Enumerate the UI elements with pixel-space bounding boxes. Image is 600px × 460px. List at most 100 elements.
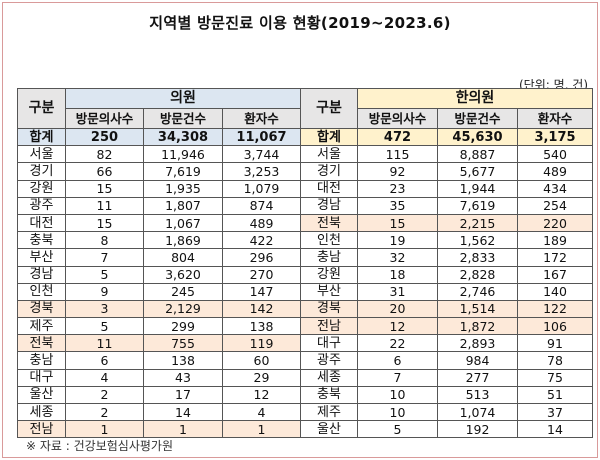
column-header: 방문건수 [437,108,518,129]
table-row: 경기 92 5,677 489 [300,162,593,181]
value-cell: 422 [222,231,301,250]
total-cell: 34,308 [143,127,223,147]
value-cell: 10 [357,385,438,405]
value-cell: 138 [143,351,223,370]
value-cell: 138 [222,317,301,336]
value-cell: 513 [437,385,518,405]
table-row: 제주 10 1,074 37 [300,402,593,422]
value-cell: 1,872 [437,317,518,336]
table-row: 전남 1 1 1 [17,420,301,439]
table-row: 울산 2 17 12 [17,385,301,405]
value-cell: 43 [143,368,223,387]
value-cell: 489 [517,162,593,181]
value-cell: 142 [222,299,301,319]
value-cell: 14 [143,402,223,422]
total-cell: 11,067 [222,127,301,147]
value-cell: 119 [222,334,301,353]
region-cell: 대전 [17,213,66,233]
value-cell: 254 [517,196,593,215]
value-cell: 92 [357,162,438,181]
region-cell: 부산 [17,248,66,267]
group-header: 의원 [65,88,301,109]
total-row: 합계 472 45,630 3,175 [300,127,593,147]
table-row: 부산 7 804 296 [17,248,301,267]
value-cell: 1,562 [437,231,518,250]
table-row: 서울 82 11,946 3,744 [17,145,301,164]
column-header: 방문건수 [143,108,223,129]
table-row: 충북 8 1,869 422 [17,231,301,250]
value-cell: 192 [437,420,518,439]
value-cell: 2,828 [437,265,518,284]
table-row: 전북 15 2,215 220 [300,213,593,233]
value-cell: 14 [517,420,593,439]
clinic-table: 구분 의원 방문의사수 방문건수 환자수 합계 250 34,308 11,06… [17,88,301,439]
value-cell: 2 [65,402,144,422]
region-cell: 경기 [17,162,66,181]
region-cell: 대구 [300,334,358,353]
value-cell: 1,944 [437,179,518,198]
value-cell: 434 [517,179,593,198]
value-cell: 19 [357,231,438,250]
value-cell: 17 [143,385,223,405]
value-cell: 5 [65,317,144,336]
table-row: 강원 15 1,935 1,079 [17,179,301,198]
value-cell: 15 [357,213,438,233]
value-cell: 245 [143,282,223,301]
region-cell: 세종 [17,402,66,422]
value-cell: 804 [143,248,223,267]
value-cell: 1,079 [222,179,301,198]
region-cell: 충북 [300,385,358,405]
region-cell: 경북 [17,299,66,319]
region-cell: 광주 [300,351,358,370]
value-cell: 9 [65,282,144,301]
value-cell: 2,833 [437,248,518,267]
group-header: 한의원 [357,88,593,109]
table-row: 대전 15 1,067 489 [17,213,301,233]
table-row: 충남 6 138 60 [17,351,301,370]
total-label: 합계 [300,127,358,147]
value-cell: 220 [517,213,593,233]
value-cell: 540 [517,145,593,164]
region-cell: 경기 [300,162,358,181]
table-row: 강원 18 2,828 167 [300,265,593,284]
value-cell: 15 [65,213,144,233]
value-cell: 7 [65,248,144,267]
region-cell: 세종 [300,368,358,387]
value-cell: 4 [222,402,301,422]
total-cell: 45,630 [437,127,518,147]
value-cell: 4 [65,368,144,387]
table-row: 부산 31 2,746 140 [300,282,593,301]
value-cell: 755 [143,334,223,353]
region-cell: 전북 [17,334,66,353]
value-cell: 1,869 [143,231,223,250]
value-cell: 82 [65,145,144,164]
value-cell: 6 [357,351,438,370]
table-row: 충남 32 2,833 172 [300,248,593,267]
value-cell: 874 [222,196,301,215]
region-cell: 전남 [17,420,66,439]
region-cell: 충남 [17,351,66,370]
value-cell: 78 [517,351,593,370]
value-cell: 1,935 [143,179,223,198]
region-cell: 울산 [17,385,66,405]
value-cell: 277 [437,368,518,387]
table-row: 인천 9 245 147 [17,282,301,301]
region-cell: 충남 [300,248,358,267]
table-row: 대전 23 1,944 434 [300,179,593,198]
region-cell: 서울 [17,145,66,164]
total-label: 합계 [17,127,66,147]
region-cell: 인천 [17,282,66,301]
value-cell: 10 [357,402,438,422]
value-cell: 147 [222,282,301,301]
value-cell: 3,620 [143,265,223,284]
value-cell: 18 [357,265,438,284]
table-row: 대구 4 43 29 [17,368,301,387]
value-cell: 60 [222,351,301,370]
region-cell: 부산 [300,282,358,301]
value-cell: 1,067 [143,213,223,233]
region-cell: 강원 [17,179,66,198]
value-cell: 270 [222,265,301,284]
value-cell: 91 [517,334,593,353]
value-cell: 22 [357,334,438,353]
value-cell: 7,619 [143,162,223,181]
